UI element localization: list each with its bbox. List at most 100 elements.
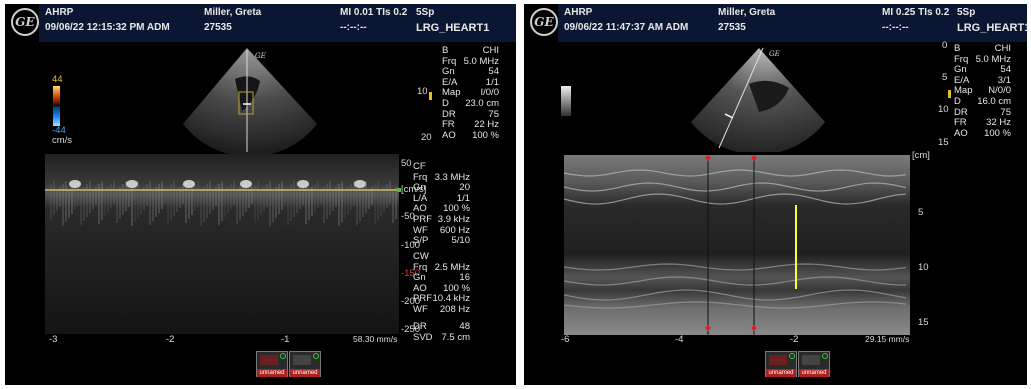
velocity-tick: -150 [401,268,421,279]
parameter-row: Gn 16 [413,273,470,284]
parameter-row: Frq 3.3 MHz [413,171,470,184]
parameter-row: AO 100 % [442,130,499,142]
parameter-value: 32 Hz [986,117,1011,129]
parameter-key: Gn [413,182,426,194]
parameter-row: WF 208 Hz [413,303,470,316]
baseline-marker-icon [397,188,401,192]
parameter-key: B [442,45,449,56]
parameter-key: Frq [413,171,428,183]
sweep-speed: 58.30 mm/s [353,334,398,344]
parameter-key: DR [954,106,968,118]
parameter-key: B [954,43,961,54]
bmode-parameters: B CHI Frq 5.0 MHz Gn 54 E/A 3/1 Map N/0/0 D 16.0 cm… [954,43,1011,139]
bmode-sector-image: GE [183,48,317,154]
parameter-key: FR [442,119,455,131]
svg-text:GE: GE [769,50,780,58]
thumbnail-unnamed[interactable]: unnamed [256,351,288,377]
mmode-depth-tick: [cm] [912,150,930,161]
doppler-dr-parameters: DR 48 SVD 7.5 cm [413,321,470,344]
parameter-row: B CHI [442,45,499,57]
parameter-value: CHI [994,43,1011,54]
parameter-key: PRF [413,213,432,225]
grayscale-bar [561,86,571,116]
parameter-value [432,162,470,173]
parameter-value: 2.5 MHz [434,261,470,273]
parameter-value: 16 [459,272,470,284]
mmode-depth-tick: 15 [918,317,929,328]
parameter-key: S/P [413,235,429,247]
parameter-row: E/A 1/1 [442,76,499,89]
parameter-row: SVD 7.5 cm [413,331,470,344]
marker-bottom-icon [751,325,757,331]
parameter-value: 100 % [443,282,470,294]
parameter-key: AO [413,282,427,294]
parameter-value: 16.0 cm [977,95,1011,107]
parameter-key: L/A [413,192,428,204]
parameter-key: Frq [413,261,428,273]
parameter-row: CW [413,251,470,263]
thumbnail-unnamed[interactable]: unnamed [798,351,830,377]
preset-name: LRG_HEART1 [957,22,1027,34]
parameter-value: 3.9 kHz [437,213,470,225]
left-header: AHRP 09/06/22 12:15:32 PM ADM Miller, Gr… [39,4,516,42]
parameter-value: 23.0 cm [465,97,499,109]
focus-marker-icon [429,92,432,100]
preset-name: LRG_HEART1 [416,22,490,34]
bmode-depth-tick: 10 [938,104,949,115]
mmode-depth-tick: 5 [918,207,924,218]
parameter-row: Map N/0/0 [954,86,1011,97]
parameter-key: Map [954,85,973,97]
parameter-key: PRF [413,293,432,305]
thumbnail-unnamed[interactable]: unnamed [289,351,321,377]
thumbnail-unnamed[interactable]: unnamed [765,351,797,377]
parameter-value: I/0/0 [480,87,500,99]
probe-name: 5Sp [957,7,976,18]
parameter-value: 20 [459,182,470,194]
cf-parameters: CF Frq 3.3 MHz Gn 20 L/A 1/1 AO 100 % PRF 3.9 kHz W… [413,161,471,247]
doppler-spectrum [45,154,399,334]
mmode-depth-tick: 10 [918,262,929,273]
bmode-depth-tick: 20 [421,132,432,143]
parameter-row: L/A 1/1 [413,192,470,205]
parameter-key: DR [442,108,456,120]
parameter-value: 600 Hz [439,224,470,236]
parameter-value: 3.3 MHz [434,171,470,183]
velocity-tick: -50 [401,211,415,222]
parameter-value: 75 [1000,106,1011,118]
parameter-row: FR 32 Hz [954,118,1011,129]
parameter-row: Frq 5.0 MHz [954,53,1011,66]
parameter-value: 7.5 cm [441,331,470,343]
parameter-key: CW [413,251,429,262]
time-tick: -6 [561,334,570,345]
parameter-key: SVD [413,331,433,343]
parameter-key: E/A [954,74,970,86]
parameter-value: 1/1 [485,76,499,88]
parameter-row: D 16.0 cm [954,95,1011,108]
mi-tis-readout: MI 0.01 TIs 0.2 [340,7,408,18]
parameter-row: Frq 2.5 MHz [413,261,470,274]
velocity-tick: [cm/s] [401,184,427,195]
bmode-depth-tick: 10 [417,86,428,97]
patient-name: Miller, Greta [718,7,776,18]
parameter-value: 5/10 [451,235,471,247]
velocity-tick: -100 [401,240,421,251]
parameter-row: DR 75 [442,108,499,121]
mmode-panel: GE AHRP 09/06/22 11:47:37 AM ADM Miller,… [524,4,1027,385]
parameter-value: 5.0 MHz [463,55,499,67]
parameter-value: 100 % [443,203,470,215]
parameter-value [432,252,470,263]
time-dashes: --:--:-- [882,22,909,33]
patient-name: Miller, Greta [204,7,262,18]
parameter-value: 208 Hz [439,303,470,315]
parameter-row: DR 75 [954,106,1011,119]
institution: AHRP [564,7,593,18]
mi-tis-readout: MI 0.25 TIs 0.2 [882,7,950,18]
marker-bottom-icon [705,325,711,331]
parameter-key: E/A [442,76,458,88]
parameter-key: FR [954,117,967,129]
parameter-row: Frq 5.0 MHz [442,55,499,68]
color-scale-bar [53,86,60,126]
velocity-tick: -200 [401,296,421,307]
parameter-value: 5.0 MHz [975,53,1011,65]
parameter-row: WF 600 Hz [413,224,470,237]
